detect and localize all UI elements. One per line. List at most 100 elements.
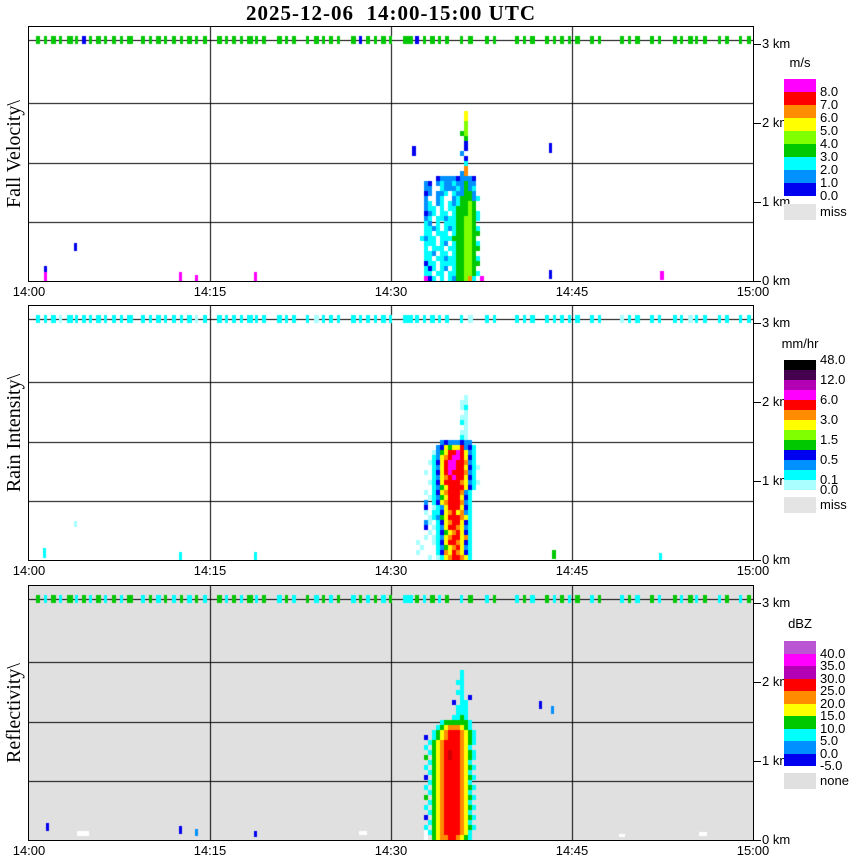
colorbar-segment-fall-velocity-0 xyxy=(784,79,816,92)
ylabel-rain-intensity: Rain Intensity\ xyxy=(3,373,25,493)
colorbar-label-fall-velocity-1.0: 1.0 xyxy=(820,175,839,190)
colorbar-segment-rain-intensity-7 xyxy=(784,430,816,440)
x-tick-label-fall-velocity-14:45: 14:45 xyxy=(555,284,589,299)
x-tick-label-fall-velocity-14:00: 14:00 xyxy=(12,284,46,299)
x-tick-label-fall-velocity-15:00: 15:00 xyxy=(736,284,770,299)
colorbar-label-fall-velocity-4.0: 4.0 xyxy=(820,136,839,151)
colorbar-label-reflectivity--5.0: -5.0 xyxy=(820,758,843,773)
height-tick-label-rain-intensity-2km: 2 km xyxy=(762,394,791,409)
x-tick-label-reflectivity-14:30: 14:30 xyxy=(374,843,408,858)
height-tick-label-reflectivity-1km: 1 km xyxy=(762,753,791,768)
fall-velocity-heatmap-canvas xyxy=(29,27,753,281)
x-tick-label-rain-intensity-14:45: 14:45 xyxy=(555,563,589,578)
height-tick-fall-velocity-1km xyxy=(754,202,761,203)
colorbar-segment-fall-velocity-6 xyxy=(784,157,816,170)
colorbar-segment-reflectivity-6 xyxy=(784,716,816,729)
x-tick-label-fall-velocity-14:15: 14:15 xyxy=(193,284,227,299)
colorbar-label-reflectivity-0.0: 0.0 xyxy=(820,746,839,761)
colorbar-segment-fall-velocity-3 xyxy=(784,118,816,131)
colorbar-label-reflectivity-10.0: 10.0 xyxy=(820,721,846,736)
height-tick-reflectivity-0km xyxy=(754,840,761,841)
colorbar-label-rain-intensity-1.5: 1.5 xyxy=(820,432,839,447)
panel-rain-intensity xyxy=(28,305,754,561)
colorbar-missing-label-fall-velocity: miss xyxy=(820,204,847,219)
panel-fall-velocity xyxy=(28,26,754,282)
colorbar-segment-rain-intensity-5 xyxy=(784,410,816,420)
colorbar-segment-reflectivity-7 xyxy=(784,729,816,741)
colorbar-label-fall-velocity-7.0: 7.0 xyxy=(820,97,839,112)
x-tick-label-reflectivity-14:45: 14:45 xyxy=(555,843,589,858)
height-tick-label-reflectivity-0km: 0 km xyxy=(762,832,791,847)
colorbar-segment-fall-velocity-5 xyxy=(784,144,816,157)
colorbar-label-fall-velocity-0.0: 0.0 xyxy=(820,188,839,203)
colorbar-segment-reflectivity-0 xyxy=(784,641,816,654)
height-tick-fall-velocity-3km xyxy=(754,44,761,45)
colorbar-label-rain-intensity-12.0: 12.0 xyxy=(820,372,846,387)
colorbar-segment-rain-intensity-6 xyxy=(784,420,816,430)
height-tick-reflectivity-3km xyxy=(754,603,761,604)
colorbar-label-reflectivity-15.0: 15.0 xyxy=(820,708,846,723)
colorbar-segment-reflectivity-5 xyxy=(784,704,816,716)
colorbar-segment-rain-intensity-8 xyxy=(784,440,816,450)
colorbar-missing-label-rain-intensity: miss xyxy=(820,497,847,512)
colorbar-missing-swatch-rain-intensity xyxy=(784,497,816,513)
x-tick-label-reflectivity-14:15: 14:15 xyxy=(193,843,227,858)
colorbar-missing-swatch-reflectivity xyxy=(784,773,816,789)
colorbar-missing-swatch-fall-velocity xyxy=(784,204,816,220)
colorbar-segment-fall-velocity-2 xyxy=(784,105,816,118)
colorbar-segment-fall-velocity-8 xyxy=(784,183,816,196)
colorbar-label-rain-intensity-3.0: 3.0 xyxy=(820,412,839,427)
x-tick-label-fall-velocity-14:30: 14:30 xyxy=(374,284,408,299)
colorbar-segment-reflectivity-8 xyxy=(784,741,816,754)
height-tick-reflectivity-2km xyxy=(754,682,761,683)
colorbar-label-reflectivity-30.0: 30.0 xyxy=(820,671,846,686)
colorbar-segment-reflectivity-1 xyxy=(784,654,816,666)
colorbar-label-reflectivity-5.0: 5.0 xyxy=(820,733,839,748)
colorbar-segment-fall-velocity-7 xyxy=(784,170,816,183)
colorbar-segment-rain-intensity-10 xyxy=(784,460,816,470)
colorbar-segment-reflectivity-2 xyxy=(784,666,816,679)
colorbar-segment-rain-intensity-11 xyxy=(784,470,816,480)
colorbar-label-fall-velocity-5.0: 5.0 xyxy=(820,123,839,138)
x-tick-label-rain-intensity-14:30: 14:30 xyxy=(374,563,408,578)
ylabel-fall-velocity: Fall Velocity\ xyxy=(3,100,25,208)
height-tick-label-fall-velocity-0km: 0 km xyxy=(762,273,791,288)
height-tick-label-fall-velocity-1km: 1 km xyxy=(762,194,791,209)
panel-reflectivity xyxy=(28,585,754,841)
colorbar-label-rain-intensity-6.0: 6.0 xyxy=(820,392,839,407)
colorbar-segment-rain-intensity-4 xyxy=(784,400,816,410)
height-tick-rain-intensity-1km xyxy=(754,481,761,482)
colorbar-label-reflectivity-25.0: 25.0 xyxy=(820,683,846,698)
colorbar-segment-fall-velocity-4 xyxy=(784,131,816,144)
colorbar-label-fall-velocity-8.0: 8.0 xyxy=(820,84,839,99)
colorbar-segment-reflectivity-4 xyxy=(784,691,816,704)
colorbar-title-fall-velocity: m/s xyxy=(789,55,811,70)
colorbar-segment-rain-intensity-2 xyxy=(784,380,816,390)
height-tick-rain-intensity-2km xyxy=(754,402,761,403)
height-tick-label-reflectivity-2km: 2 km xyxy=(762,674,791,689)
colorbar-label-rain-intensity-0.5: 0.5 xyxy=(820,452,839,467)
colorbar-segment-fall-velocity-1 xyxy=(784,92,816,105)
height-tick-label-reflectivity-3km: 3 km xyxy=(762,595,791,610)
reflectivity-heatmap-canvas xyxy=(29,586,753,840)
colorbar-segment-reflectivity-9 xyxy=(784,754,816,766)
rain-intensity-heatmap-canvas xyxy=(29,306,753,560)
x-tick-label-rain-intensity-14:15: 14:15 xyxy=(193,563,227,578)
colorbar-label-fall-velocity-6.0: 6.0 xyxy=(820,110,839,125)
colorbar-title-rain-intensity: mm/hr xyxy=(781,336,819,351)
height-tick-label-rain-intensity-1km: 1 km xyxy=(762,473,791,488)
colorbar-label-reflectivity-20.0: 20.0 xyxy=(820,696,846,711)
colorbar-segment-reflectivity-3 xyxy=(784,679,816,691)
colorbar-segment-rain-intensity-0 xyxy=(784,360,816,370)
colorbar-label-fall-velocity-2.0: 2.0 xyxy=(820,162,839,177)
x-tick-label-rain-intensity-15:00: 15:00 xyxy=(736,563,770,578)
colorbar-segment-rain-intensity-9 xyxy=(784,450,816,460)
colorbar-title-reflectivity: dBZ xyxy=(788,616,812,631)
colorbar-label-rain-intensity-48.0: 48.0 xyxy=(820,352,846,367)
height-tick-rain-intensity-0km xyxy=(754,560,761,561)
height-tick-label-fall-velocity-2km: 2 km xyxy=(762,115,791,130)
height-tick-label-fall-velocity-3km: 3 km xyxy=(762,36,791,51)
colorbar-label-rain-intensity-0.1: 0.1 xyxy=(820,472,839,487)
colorbar-label-reflectivity-40.0: 40.0 xyxy=(820,646,846,661)
